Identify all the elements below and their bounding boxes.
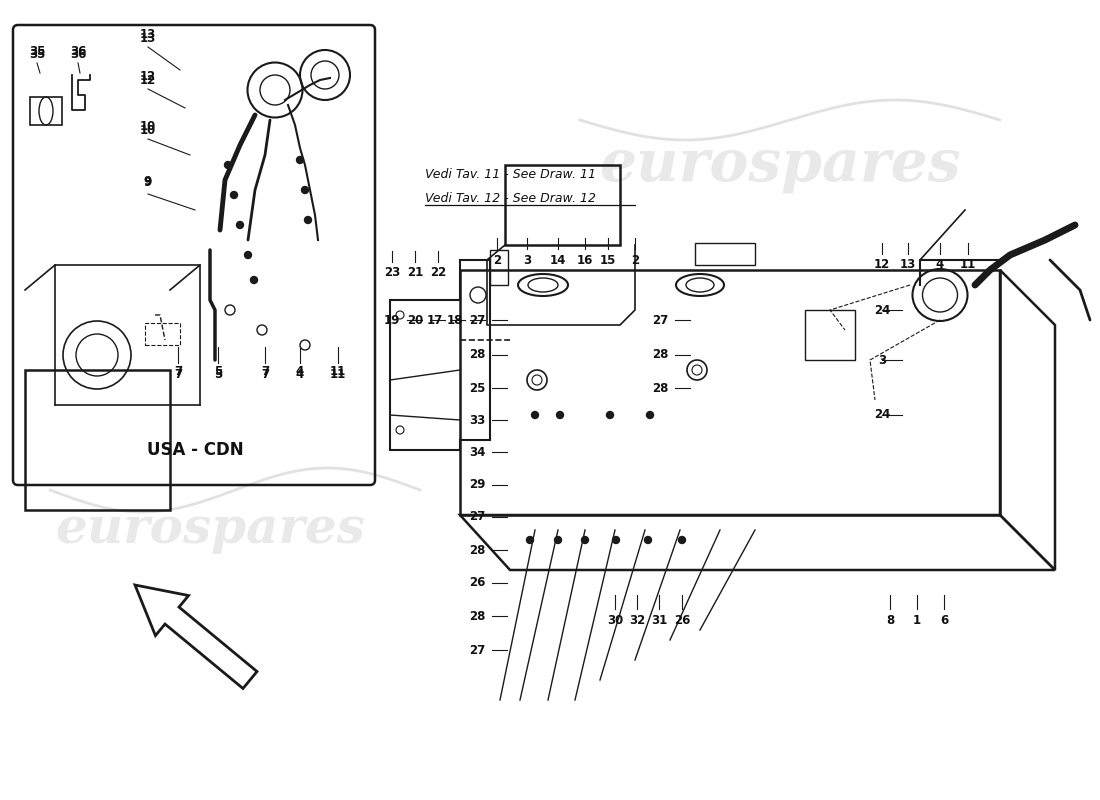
Ellipse shape <box>679 537 685 543</box>
Text: 28: 28 <box>469 349 485 362</box>
Text: Vedi Tav. 11 - See Draw. 11: Vedi Tav. 11 - See Draw. 11 <box>425 169 596 182</box>
Text: 27: 27 <box>469 314 485 326</box>
Text: 24: 24 <box>873 409 890 422</box>
Text: 7: 7 <box>261 365 270 378</box>
Text: 11: 11 <box>330 365 346 378</box>
Text: 24: 24 <box>873 303 890 317</box>
Text: 3: 3 <box>878 354 887 366</box>
Ellipse shape <box>301 186 308 194</box>
Text: 4: 4 <box>296 369 304 382</box>
Ellipse shape <box>297 157 304 163</box>
Bar <box>505 165 620 245</box>
Text: 36: 36 <box>69 45 86 58</box>
Text: 10: 10 <box>140 123 156 137</box>
Text: 35: 35 <box>29 49 45 62</box>
Text: 26: 26 <box>674 614 690 626</box>
Text: 27: 27 <box>652 314 668 326</box>
Text: 29: 29 <box>469 478 485 491</box>
Text: 30: 30 <box>607 614 623 626</box>
Text: 14: 14 <box>550 254 566 266</box>
Bar <box>145 323 180 345</box>
Ellipse shape <box>236 222 243 229</box>
Ellipse shape <box>224 162 231 169</box>
Text: 33: 33 <box>469 414 485 426</box>
Text: 18: 18 <box>447 314 463 326</box>
Text: 7: 7 <box>174 369 183 382</box>
Text: 13: 13 <box>140 31 156 45</box>
Ellipse shape <box>305 217 311 223</box>
FancyArrow shape <box>135 585 257 689</box>
Text: 13: 13 <box>900 258 916 271</box>
Text: 4: 4 <box>296 365 304 378</box>
Text: 27: 27 <box>469 643 485 657</box>
Text: 7: 7 <box>261 369 270 382</box>
Text: 6: 6 <box>939 614 948 626</box>
Text: 36: 36 <box>69 49 86 62</box>
Bar <box>30 97 62 125</box>
Ellipse shape <box>231 191 238 198</box>
Bar <box>695 243 755 265</box>
Text: 12: 12 <box>873 258 890 271</box>
Text: 11: 11 <box>330 369 346 382</box>
Ellipse shape <box>613 537 619 543</box>
Text: 8: 8 <box>886 614 894 626</box>
Ellipse shape <box>606 411 614 418</box>
Text: 9: 9 <box>144 177 152 190</box>
Ellipse shape <box>557 411 563 418</box>
Text: 2: 2 <box>631 254 639 266</box>
Text: 11: 11 <box>960 258 976 271</box>
Ellipse shape <box>554 537 561 543</box>
Text: 20: 20 <box>407 314 424 326</box>
Text: 16: 16 <box>576 254 593 266</box>
Text: 19: 19 <box>384 314 400 326</box>
Ellipse shape <box>251 277 257 283</box>
Ellipse shape <box>527 537 534 543</box>
Text: USA - CDN: USA - CDN <box>146 441 243 459</box>
Text: 4: 4 <box>936 258 944 271</box>
Text: 17: 17 <box>427 314 443 326</box>
Text: 5: 5 <box>213 365 222 378</box>
Text: eurospares: eurospares <box>55 506 365 554</box>
Bar <box>490 250 508 285</box>
Text: 28: 28 <box>652 382 668 394</box>
Text: 9: 9 <box>144 175 152 188</box>
Ellipse shape <box>645 537 651 543</box>
Text: 23: 23 <box>384 266 400 279</box>
Text: 12: 12 <box>140 70 156 83</box>
Text: 7: 7 <box>174 365 183 378</box>
Text: 32: 32 <box>629 614 645 626</box>
Text: 25: 25 <box>469 382 485 394</box>
Text: 31: 31 <box>651 614 667 626</box>
Ellipse shape <box>582 537 588 543</box>
Ellipse shape <box>531 411 539 418</box>
Text: 28: 28 <box>469 543 485 557</box>
Text: 35: 35 <box>29 45 45 58</box>
Text: 28: 28 <box>652 349 668 362</box>
Text: 1: 1 <box>913 614 921 626</box>
Text: 5: 5 <box>213 369 222 382</box>
Text: 13: 13 <box>140 28 156 41</box>
Text: 15: 15 <box>600 254 616 266</box>
Text: Vedi Tav. 12 - See Draw. 12: Vedi Tav. 12 - See Draw. 12 <box>425 191 596 205</box>
Text: 27: 27 <box>469 510 485 523</box>
Text: eurospares: eurospares <box>600 137 960 194</box>
Text: 12: 12 <box>140 74 156 86</box>
Text: 26: 26 <box>469 577 485 590</box>
Ellipse shape <box>647 411 653 418</box>
Text: 3: 3 <box>522 254 531 266</box>
Text: 28: 28 <box>469 610 485 622</box>
Text: 21: 21 <box>407 266 424 279</box>
Text: 22: 22 <box>430 266 447 279</box>
Bar <box>805 310 855 360</box>
Text: 10: 10 <box>140 120 156 133</box>
Text: 2: 2 <box>493 254 502 266</box>
Ellipse shape <box>244 251 252 258</box>
Text: 34: 34 <box>469 446 485 458</box>
